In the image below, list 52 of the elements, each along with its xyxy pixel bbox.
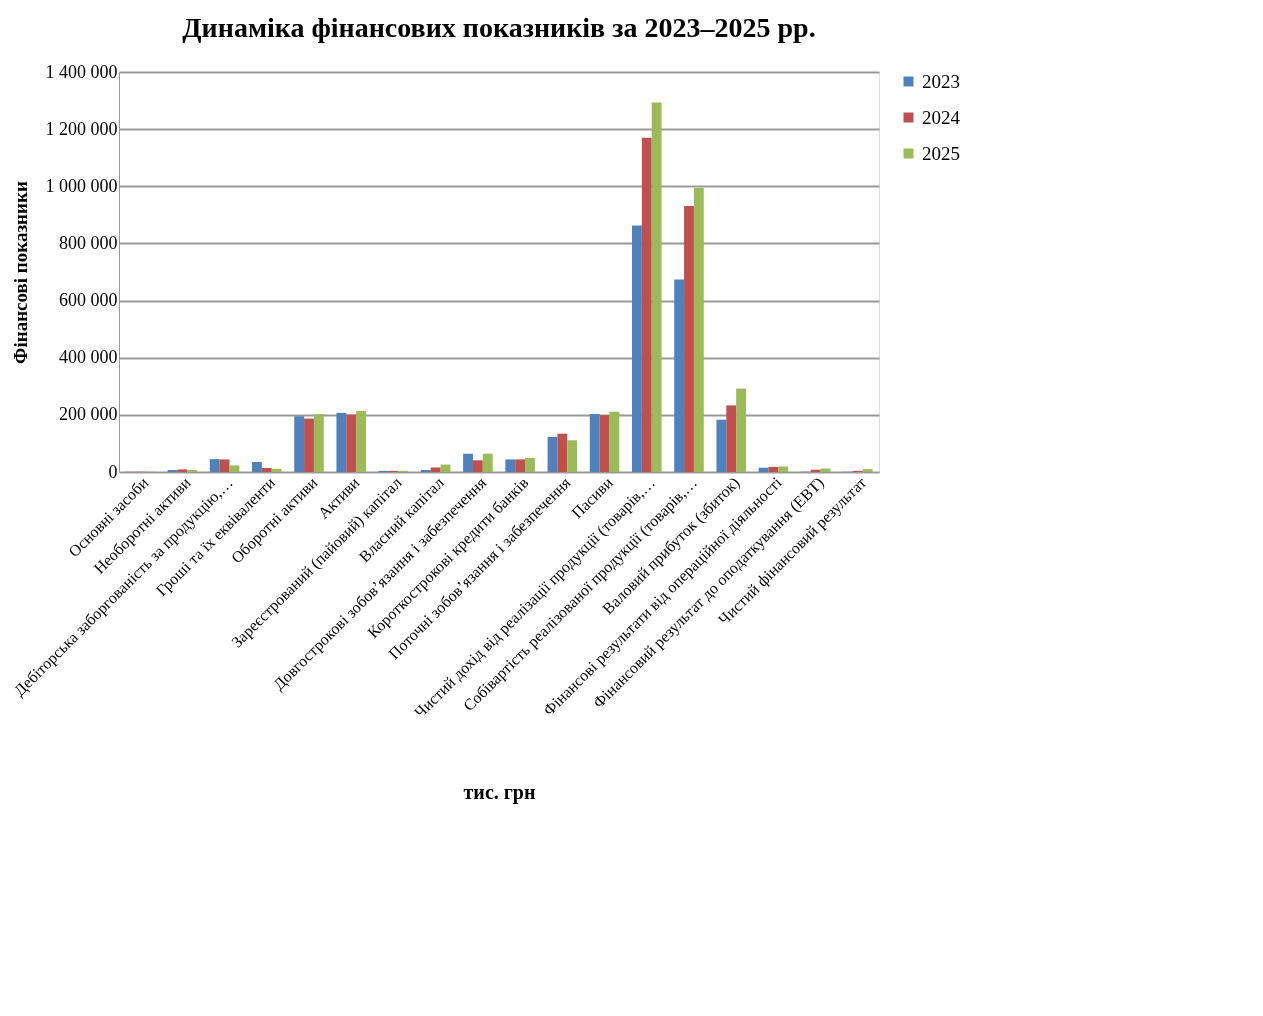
bar bbox=[219, 459, 230, 472]
y-axis-title: Фінансові показники bbox=[9, 181, 31, 364]
bar bbox=[716, 419, 727, 472]
bar bbox=[693, 188, 704, 472]
bar bbox=[525, 458, 535, 472]
chart-title: Динаміка фінансових показників за 2023–2025 рр. bbox=[182, 12, 816, 43]
bar bbox=[346, 414, 357, 472]
legend-label: 2024 bbox=[922, 106, 961, 128]
bar bbox=[736, 388, 746, 472]
bar bbox=[589, 414, 600, 472]
y-tick-label: 400 000 bbox=[59, 347, 118, 368]
y-tick-label: 0 bbox=[108, 461, 118, 482]
bar bbox=[463, 453, 473, 472]
bar bbox=[726, 405, 737, 472]
y-tick-label: 1 000 000 bbox=[45, 175, 118, 196]
bar bbox=[547, 436, 558, 472]
bar bbox=[684, 206, 694, 472]
bar bbox=[356, 410, 366, 472]
bar bbox=[778, 466, 789, 472]
legend-label: 2023 bbox=[922, 70, 960, 92]
bar bbox=[177, 469, 188, 472]
bar bbox=[261, 468, 272, 472]
bar bbox=[674, 279, 685, 472]
bar bbox=[567, 440, 578, 472]
y-tick-label: 800 000 bbox=[59, 232, 118, 253]
y-tick-label: 200 000 bbox=[59, 404, 118, 425]
bar bbox=[651, 102, 662, 472]
y-tick-label: 1 400 000 bbox=[45, 61, 118, 82]
bar bbox=[862, 469, 873, 472]
y-tick-label: 600 000 bbox=[59, 290, 118, 311]
bar bbox=[294, 416, 305, 472]
bar bbox=[313, 414, 324, 472]
bar bbox=[482, 453, 493, 472]
bar bbox=[209, 459, 220, 472]
y-tick-label: 1 200 000 bbox=[45, 118, 118, 139]
bar bbox=[505, 459, 516, 472]
legend-label: 2025 bbox=[922, 142, 960, 164]
bar bbox=[430, 467, 441, 472]
bar bbox=[641, 137, 652, 472]
bar bbox=[252, 462, 262, 472]
x-axis-title: тис. грн bbox=[463, 780, 536, 804]
bar bbox=[472, 460, 483, 472]
bar bbox=[609, 411, 620, 472]
bar bbox=[304, 418, 314, 472]
bar bbox=[515, 459, 526, 472]
bar bbox=[599, 415, 610, 472]
bar bbox=[336, 412, 347, 472]
bar bbox=[557, 433, 568, 472]
bar bbox=[758, 467, 769, 472]
bar bbox=[632, 225, 642, 472]
bar bbox=[271, 468, 282, 472]
bar bbox=[229, 465, 240, 472]
